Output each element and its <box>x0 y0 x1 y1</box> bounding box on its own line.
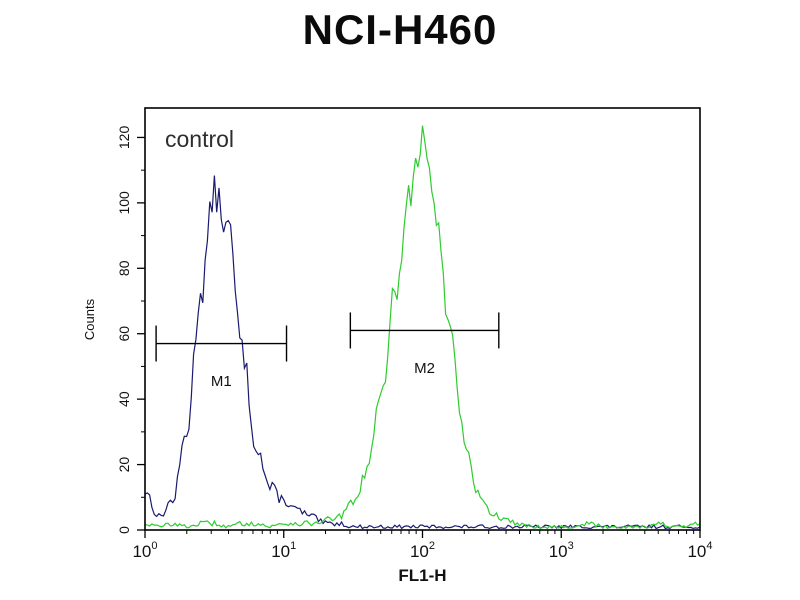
marker-label: M1 <box>211 373 232 390</box>
y-tick-label: 40 <box>116 391 132 407</box>
y-axis-label: Counts <box>82 298 98 341</box>
y-tick-label: 0 <box>116 526 132 534</box>
x-axis-label: FL1-H <box>398 566 447 585</box>
control-curve <box>145 175 700 530</box>
y-tick-label: 60 <box>116 326 132 342</box>
x-tick-label: 104 <box>687 540 712 561</box>
y-tick-label: 100 <box>116 191 132 215</box>
marker-label: M2 <box>414 360 435 377</box>
control-annotation: control <box>165 126 235 152</box>
marker-m1: M1 <box>155 325 288 390</box>
x-tick-label: 101 <box>271 540 296 561</box>
plot-frame <box>144 107 701 531</box>
x-tick-label: 100 <box>132 540 157 561</box>
stained-curve <box>145 125 700 530</box>
y-tick-label: 80 <box>116 260 132 276</box>
x-tick-label: 102 <box>410 540 435 561</box>
y-tick-label: 20 <box>116 457 132 473</box>
x-tick-label: 103 <box>549 540 574 561</box>
y-tick-label: 120 <box>116 126 132 150</box>
marker-m2: M2 <box>349 312 500 377</box>
chart-title: NCI-H460 <box>302 6 498 53</box>
